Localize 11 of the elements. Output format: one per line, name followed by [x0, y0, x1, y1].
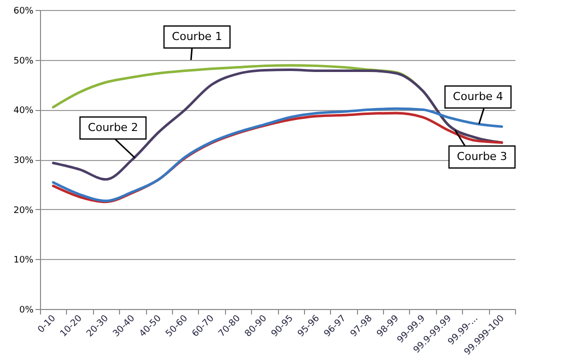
y-tick-label: 20%: [13, 206, 34, 216]
y-tick-label: 30%: [13, 156, 34, 166]
y-tick-label: 0%: [19, 306, 34, 316]
series-label: Courbe 4: [452, 90, 504, 103]
y-tick-label: 40%: [13, 106, 34, 116]
y-tick-label: 60%: [13, 6, 34, 16]
series-label: Courbe 3: [456, 150, 508, 163]
series-label: Courbe 2: [88, 121, 138, 134]
text: Courbe 1: [172, 30, 222, 43]
y-tick-label: 10%: [13, 256, 34, 266]
y-tick-label: 50%: [13, 56, 34, 66]
